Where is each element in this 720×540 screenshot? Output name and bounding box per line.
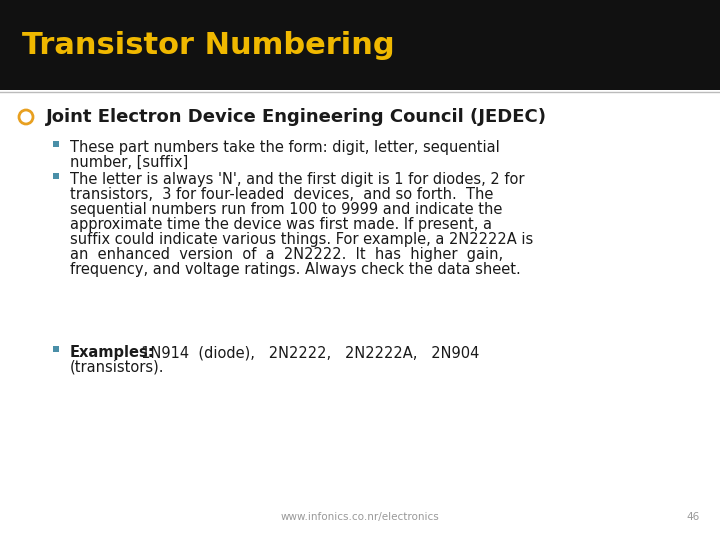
Text: sequential numbers run from 100 to 9999 and indicate the: sequential numbers run from 100 to 9999 … [70, 202, 503, 217]
Bar [53, 346, 59, 352]
Text: These part numbers take the form: digit, letter, sequential: These part numbers take the form: digit,… [70, 140, 500, 155]
Text: (transistors).: (transistors). [70, 360, 164, 375]
Text: 1N914  (diode),   2N2222,   2N2222A,   2N904: 1N914 (diode), 2N2222, 2N2222A, 2N904 [132, 345, 480, 360]
Text: transistors,  3 for four-leaded  devices,  and so forth.  The: transistors, 3 for four-leaded devices, … [70, 187, 493, 202]
Text: The letter is always 'N', and the first digit is 1 for diodes, 2 for: The letter is always 'N', and the first … [70, 172, 524, 187]
Text: number, [suffix]: number, [suffix] [70, 155, 188, 170]
Text: approximate time the device was first made. If present, a: approximate time the device was first ma… [70, 217, 492, 232]
Text: frequency, and voltage ratings. Always check the data sheet.: frequency, and voltage ratings. Always c… [70, 262, 521, 277]
Text: Transistor Numbering: Transistor Numbering [22, 30, 395, 59]
Text: suffix could indicate various things. For example, a 2N2222A is: suffix could indicate various things. Fo… [70, 232, 534, 247]
Bar [53, 141, 59, 147]
Bar [0, 0, 720, 90]
Text: an  enhanced  version  of  a  2N2222.  It  has  higher  gain,: an enhanced version of a 2N2222. It has … [70, 247, 503, 262]
Text: 46: 46 [687, 512, 700, 522]
Text: www.infonics.co.nr/electronics: www.infonics.co.nr/electronics [281, 512, 439, 522]
Bar [53, 173, 59, 179]
Text: Examples:: Examples: [70, 345, 155, 360]
Text: Joint Electron Device Engineering Council (JEDEC): Joint Electron Device Engineering Counci… [46, 108, 547, 126]
